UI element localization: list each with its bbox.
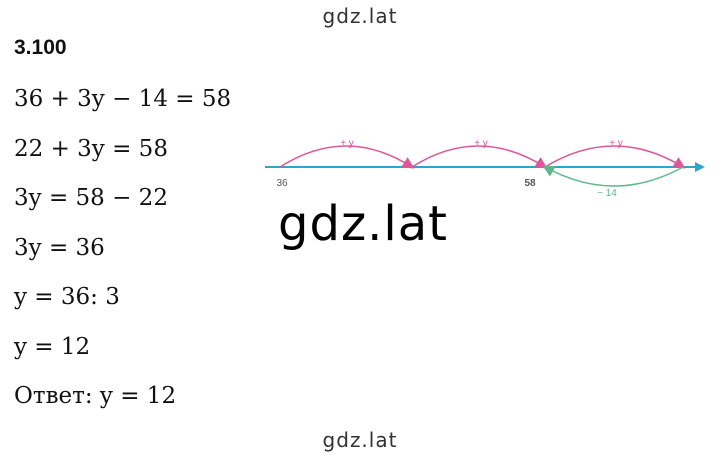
equation-line: 3y = 58 − 22 <box>14 185 168 211</box>
watermark: gdz.lat <box>322 4 398 28</box>
equation-line: 22 + 3y = 58 <box>14 135 168 162</box>
arc <box>279 145 415 169</box>
equation-line: 36 + 3y − 14 = 58 <box>14 86 232 112</box>
arc-label: + y <box>609 138 623 149</box>
back-arc <box>542 165 684 187</box>
arc-label: + y <box>340 138 354 149</box>
back-label: − 14 <box>597 188 617 199</box>
start-label: 36 <box>276 178 288 189</box>
equation-line: y = 36: 3 <box>14 284 120 310</box>
equation-line: Ответ: y = 12 <box>14 383 177 409</box>
arc-label: + y <box>474 138 488 149</box>
arc <box>544 145 686 169</box>
task-number: 3.100 <box>14 36 67 59</box>
end-label: 58 <box>524 178 536 189</box>
equation-line: 3y = 36 <box>14 234 105 261</box>
footer-watermark: gdz.lat <box>322 428 398 452</box>
arrow-head <box>695 162 705 172</box>
equation-line: y = 12 <box>14 333 91 360</box>
overlay-watermark: gdz.lat <box>278 196 448 252</box>
arc <box>411 145 548 169</box>
